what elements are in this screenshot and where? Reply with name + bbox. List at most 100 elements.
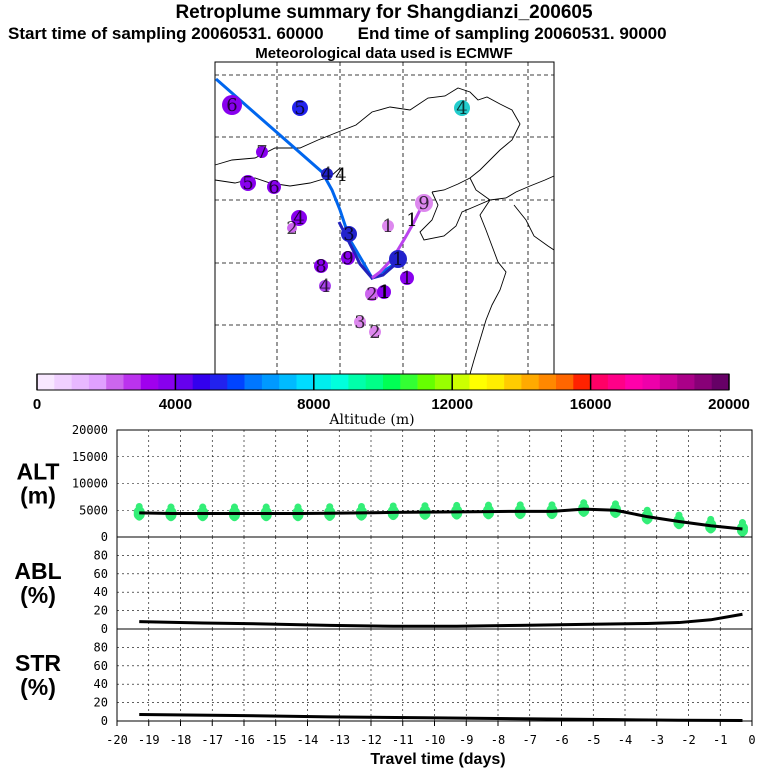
panel-grid: [117, 537, 752, 629]
map-marker-label: 3: [354, 312, 365, 333]
map-marker-label: 3: [343, 224, 354, 245]
colorbar-swatch: [313, 374, 332, 390]
colorbar-swatch: [659, 374, 678, 390]
x-tick-label: -12: [360, 733, 382, 747]
map-marker-dot: [256, 146, 268, 158]
alt-scatter-point: [453, 501, 461, 509]
x-tick-label: -8: [491, 733, 505, 747]
colorbar-swatch: [504, 374, 522, 390]
map-border-line: [419, 175, 555, 241]
alt-scatter-point: [389, 502, 397, 510]
alt-scatter-point: [516, 501, 524, 509]
colorbar-tick-label: 0: [33, 396, 41, 413]
alt-scatter-point: [675, 511, 683, 519]
map-marker-label: 2: [369, 322, 380, 343]
map-marker-dot: [415, 194, 433, 212]
map-marker-dot: [267, 180, 281, 194]
map-marker-dot: [341, 226, 357, 242]
x-tick-label: -1: [713, 733, 727, 747]
colorbar-swatch: [261, 374, 280, 390]
colorbar-swatch: [227, 374, 245, 390]
colorbar-swatch: [71, 374, 90, 390]
colorbar-swatch: [469, 374, 488, 390]
map-marker-label: 4: [321, 164, 332, 185]
map-marker-label: 4: [335, 165, 346, 186]
alt-scatter-point: [738, 519, 746, 527]
x-tick-label: -18: [170, 733, 192, 747]
colorbar-swatch: [192, 374, 211, 390]
map-marker-label: 2: [286, 218, 297, 239]
colorbar-swatch: [677, 374, 695, 390]
map-marker-label: 1: [379, 282, 390, 303]
alt-scatter-point: [167, 503, 175, 511]
panel-grid: [117, 629, 752, 721]
x-tick-label: -15: [265, 733, 287, 747]
x-tick-label: -14: [297, 733, 319, 747]
colorbar-swatch: [123, 374, 142, 390]
x-tick-label: -7: [523, 733, 537, 747]
end-time-label: End time of sampling 20060531. 90000: [357, 24, 667, 43]
alt-scatter-point: [262, 503, 270, 511]
colorbar-tick-label: 16000: [570, 396, 612, 413]
map-marker-dot: [292, 100, 308, 116]
y-tick-label: 80: [94, 548, 108, 562]
y-tick-label: 0: [101, 714, 108, 728]
y-tick-label: 5000: [79, 503, 108, 517]
x-tick-label: -3: [650, 733, 664, 747]
x-tick-label: -2: [681, 733, 695, 747]
map-marker-label: 4: [456, 98, 467, 119]
x-tick-label: -16: [233, 733, 255, 747]
colorbar-swatch: [538, 374, 557, 390]
x-tick-label: -13: [328, 733, 350, 747]
alt-scatter-point: [484, 501, 492, 509]
y-tick-label: 20: [94, 696, 108, 710]
alt-scatter-point: [421, 502, 429, 510]
map-marker-dot: [222, 95, 242, 115]
colorbar-swatch: [452, 374, 470, 390]
colorbar-swatch: [417, 374, 436, 390]
colorbar-tick-label: 8000: [297, 396, 330, 413]
colorbar-swatch: [486, 374, 505, 390]
map-marker-label: 9: [418, 193, 429, 214]
x-axis-label: Travel time (days): [370, 751, 505, 768]
map-marker-dot: [377, 285, 391, 299]
x-tick-label: -11: [392, 733, 414, 747]
map-border-line: [469, 177, 491, 201]
map-border-line: [214, 87, 521, 193]
map-marker-label: 4: [319, 276, 330, 297]
colorbar-swatch: [521, 374, 539, 390]
panel-ylabel-line1: ALT: [16, 459, 59, 485]
map-marker-label: 1: [392, 249, 403, 270]
colorbar-label: Altitude (m): [328, 412, 414, 428]
map-marker-dot: [382, 220, 394, 232]
x-tick-label: -5: [586, 733, 600, 747]
colorbar-swatch: [400, 374, 418, 390]
abl-line: [139, 612, 743, 628]
colorbar-swatch: [37, 374, 55, 390]
map-marker-dot: [369, 326, 381, 338]
purple-trajectory: [371, 201, 426, 280]
y-tick-label: 60: [94, 659, 108, 673]
x-tick-label: -20: [106, 733, 128, 747]
panel-ylabel-line2: (%): [20, 674, 56, 700]
map-marker-label: 4: [293, 208, 304, 229]
y-tick-label: 20: [94, 604, 108, 618]
y-tick-label: 0: [101, 622, 108, 636]
colorbar-swatch: [88, 374, 107, 390]
panel-ylabel-line1: STR: [15, 650, 61, 676]
map-marker-label: 6: [226, 95, 237, 116]
map-marker-dot: [240, 175, 256, 191]
travel-time-axis: -20 -19 -18 -17 -16 -15 -14 -13 -12 -11 -10 -9 -8 -7-…: [106, 721, 756, 768]
map-marker-dot: [314, 259, 328, 273]
map-marker-label: 1: [406, 210, 417, 231]
alt-scatter-point: [707, 515, 715, 523]
map-marker-dot: [389, 250, 407, 268]
alt-scatter-point: [357, 503, 365, 511]
y-tick-label: 40: [94, 677, 108, 691]
x-tick-label: -19: [138, 733, 160, 747]
colorbar-tick-label: 20000: [708, 396, 750, 413]
sampling-times: Start time of sampling 20060531. 60000 En…: [8, 24, 667, 44]
panel-ylabel-line2: (%): [20, 582, 56, 608]
